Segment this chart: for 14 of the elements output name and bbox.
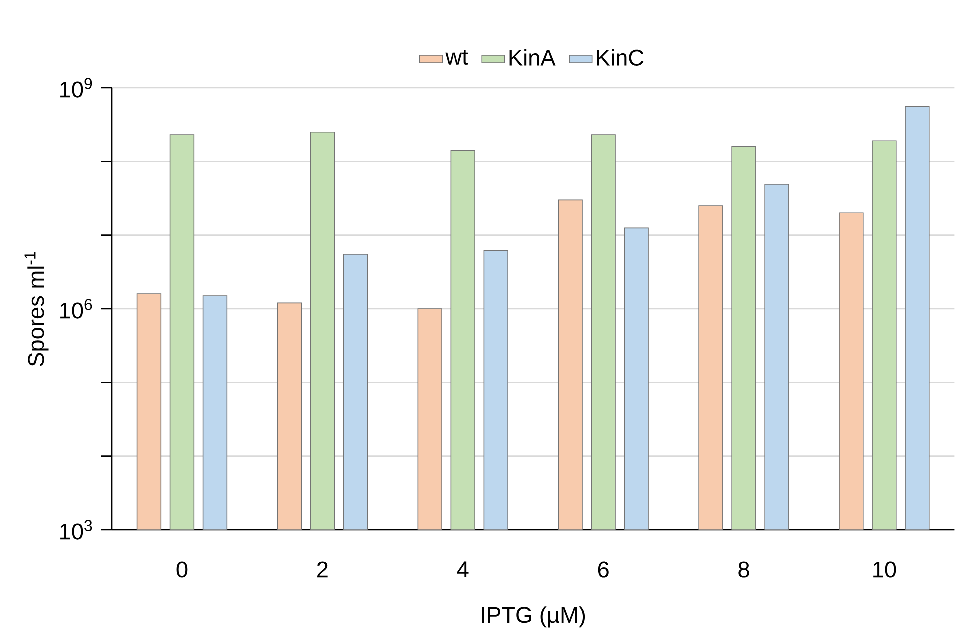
x-tick-label: 4 xyxy=(457,562,469,578)
legend-label: KinC xyxy=(597,49,644,66)
legend-label: KinA xyxy=(510,49,556,66)
y-tick-label: 10$^{6}$ xyxy=(60,299,92,319)
y-tick-label: 10$^{9}$ xyxy=(60,78,92,98)
x-tick-label: 10 xyxy=(874,562,896,578)
legend-label: wt xyxy=(446,50,468,66)
x-tick-label: 2 xyxy=(318,562,328,578)
x-axis-title: IPTG (µM) xyxy=(482,606,586,628)
x-tick-label: 0 xyxy=(176,562,188,578)
y-tick-label: 10$^{3}$ xyxy=(60,520,92,540)
y-axis-title: Spores ml$^{-1}$ xyxy=(24,252,49,366)
x-tick-label: 8 xyxy=(738,562,750,578)
x-tick-label: 6 xyxy=(598,562,609,578)
